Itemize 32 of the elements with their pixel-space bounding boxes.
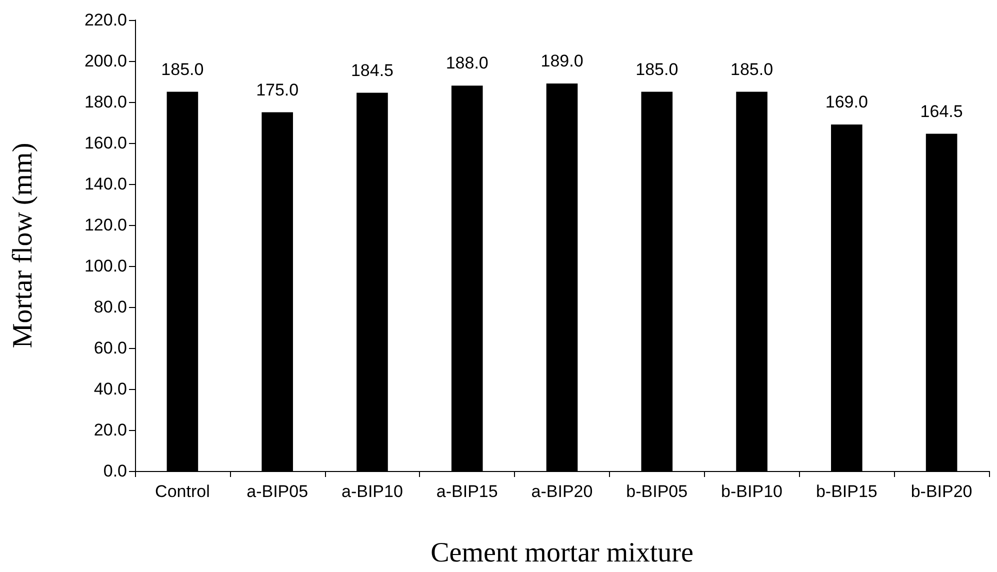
x-tick-label: a-BIP15 — [436, 482, 498, 501]
x-axis-title: Cement mortar mixture — [430, 538, 694, 568]
x-tick-label: a-BIP20 — [531, 482, 593, 501]
y-tick-label: 200.0 — [84, 52, 127, 70]
data-label: 185.0 — [636, 60, 678, 79]
y-tick-label: 120.0 — [84, 216, 127, 234]
data-label: 169.0 — [825, 92, 868, 112]
x-tick-label: b-BIP15 — [816, 482, 878, 501]
y-tick-label: 220.0 — [84, 10, 127, 30]
data-label: 188.0 — [446, 54, 488, 73]
y-axis-title: Mortar flow (mm) — [8, 142, 38, 348]
y-tick-label: 100.0 — [84, 256, 127, 276]
y-tick-label: 140.0 — [84, 174, 127, 194]
y-tick-label: 0.0 — [103, 462, 127, 480]
y-tick-label: 180.0 — [84, 92, 127, 112]
data-label: 175.0 — [256, 80, 299, 100]
x-tick-label: b-BIP10 — [721, 482, 782, 501]
y-tick-label: 80.0 — [94, 298, 127, 316]
y-tick-label: 60.0 — [94, 338, 127, 358]
x-tick-label: b-BIP20 — [910, 482, 972, 501]
data-label: 185.0 — [161, 60, 204, 79]
x-tick-label: Control — [155, 482, 210, 501]
data-label: 184.5 — [350, 60, 394, 80]
x-tick-label: a-BIP10 — [342, 482, 403, 501]
y-tick-label: 40.0 — [94, 380, 127, 398]
y-tick-label: 20.0 — [94, 420, 127, 440]
data-label: 189.0 — [540, 52, 584, 71]
data-label: 185.0 — [730, 60, 774, 79]
x-tick-label: b-BIP05 — [626, 482, 688, 501]
y-tick-label: 160.0 — [84, 134, 127, 152]
data-label: 164.5 — [920, 102, 963, 121]
x-tick-label: a-BIP05 — [246, 482, 308, 501]
